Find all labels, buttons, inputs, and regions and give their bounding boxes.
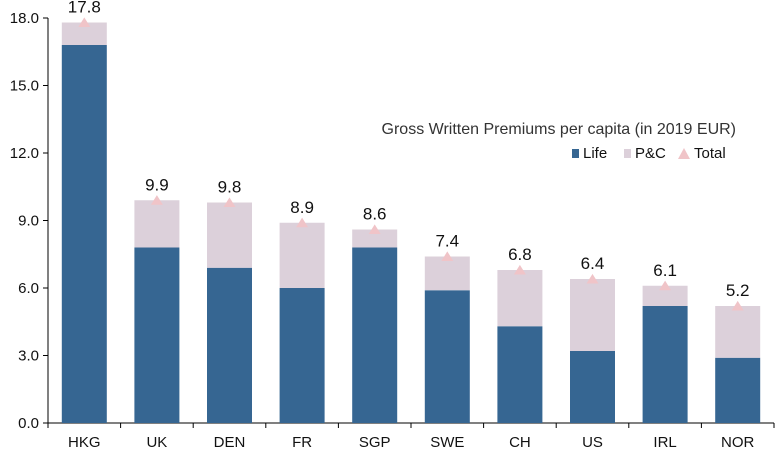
- total-marker-us: [586, 273, 599, 284]
- total-marker-swe: [441, 251, 454, 261]
- x-tick-label-swe: SWE: [430, 434, 464, 451]
- bar-life-us: [570, 351, 615, 423]
- data-label-den: 9.8: [218, 178, 242, 197]
- total-marker-irl: [659, 280, 672, 291]
- x-tick-label-hkg: HKG: [68, 434, 101, 451]
- data-label-hkg: 17.8: [68, 0, 101, 17]
- chart-title: Gross Written Premiums per capita (in 20…: [382, 121, 736, 138]
- data-label-fr: 8.9: [290, 198, 314, 217]
- axes: 0.0 3.0 6.0 9.0 12.0 15.0 18.0 HKG UK DEN FR SGP SWE…: [10, 10, 775, 451]
- y-tick-label: 0.0: [18, 415, 39, 432]
- legend-swatch-life: [572, 149, 579, 158]
- bar-pc-sgp: [352, 229, 398, 248]
- x-tick-label-nor: NOR: [721, 434, 755, 451]
- legend-swatch-total: [678, 148, 690, 159]
- bar-pc-irl: [642, 285, 688, 306]
- total-marker-sgp: [368, 224, 381, 234]
- bar-pc-us: [570, 279, 615, 351]
- bar-life-den: [207, 267, 252, 423]
- x-tick-label-ch: CH: [509, 434, 531, 451]
- data-label-nor: 5.2: [726, 281, 750, 300]
- bar-pc-uk: [134, 200, 180, 248]
- total-marker-nor: [731, 300, 744, 311]
- data-label-irl: 6.1: [653, 261, 677, 280]
- total-markers: [78, 17, 744, 311]
- legend-label-total: Total: [694, 145, 726, 162]
- bar-life-hkg: [61, 45, 107, 423]
- bar-pc-swe: [424, 256, 470, 291]
- total-marker-fr: [296, 217, 309, 228]
- bar-pc-nor: [715, 306, 761, 358]
- legend-label-life: Life: [583, 145, 607, 162]
- y-tick-label: 3.0: [18, 348, 39, 365]
- bar-pc-ch: [497, 270, 543, 327]
- total-marker-uk: [150, 195, 163, 205]
- legend: Life P&C Total: [572, 145, 726, 162]
- bar-life-sgp: [352, 247, 398, 423]
- data-labels: 17.8 9.9 9.8 8.9 8.6 7.4 6.8 6.4 6.1 5.2: [68, 0, 750, 300]
- x-tick-label-sgp: SGP: [359, 434, 391, 451]
- bar-pc-den: [207, 202, 252, 268]
- bar-life-uk: [134, 247, 180, 423]
- legend-swatch-pc: [624, 149, 631, 158]
- total-marker-den: [223, 197, 236, 207]
- data-label-swe: 7.4: [435, 232, 459, 251]
- x-tick-label-uk: UK: [146, 434, 167, 451]
- x-tick-label-den: DEN: [214, 434, 246, 451]
- bar-life-ch: [497, 326, 543, 423]
- bar-pc-hkg: [61, 22, 107, 45]
- y-tick-label: 6.0: [18, 280, 39, 297]
- data-label-sgp: 8.6: [363, 205, 387, 224]
- y-tick-label: 15.0: [10, 78, 39, 95]
- bar-life-swe: [424, 290, 470, 423]
- y-tick-label: 9.0: [18, 213, 39, 230]
- x-tick-label-irl: IRL: [653, 434, 676, 451]
- total-marker-hkg: [78, 17, 91, 27]
- x-tick-label-fr: FR: [292, 434, 312, 451]
- data-label-uk: 9.9: [145, 175, 169, 194]
- bar-life-fr: [279, 288, 325, 423]
- y-tick-label: 18.0: [10, 10, 39, 27]
- bar-life-irl: [642, 306, 688, 423]
- bar-life-nor: [715, 357, 761, 423]
- legend-label-pc: P&C: [635, 145, 666, 162]
- bars: [61, 22, 761, 423]
- bar-pc-fr: [279, 222, 325, 288]
- total-marker-ch: [513, 264, 526, 275]
- y-tick-label: 12.0: [10, 145, 39, 162]
- data-label-ch: 6.8: [508, 245, 532, 264]
- x-tick-label-us: US: [582, 434, 603, 451]
- data-label-us: 6.4: [581, 254, 605, 273]
